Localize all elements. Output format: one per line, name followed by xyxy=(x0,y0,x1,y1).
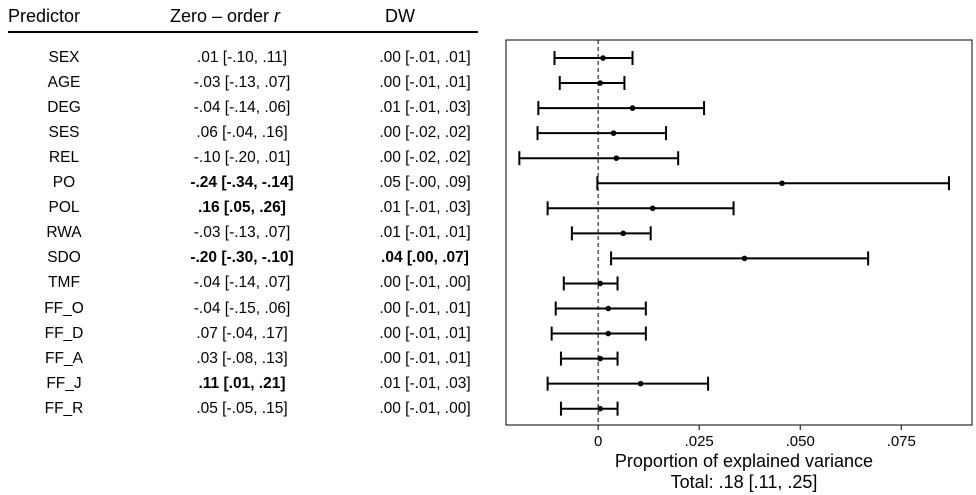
predictor-cell: DEG xyxy=(47,99,81,117)
x-axis-total-label: Total: .18 [.11, .25] xyxy=(671,472,818,492)
zero-order-cell: -.03 [-.13, .07] xyxy=(193,224,291,242)
dw-cell: .00 [-.01, .01] xyxy=(379,349,471,367)
zero-order-cell: .11 [.01, .21] xyxy=(198,374,286,392)
estimate-point xyxy=(649,205,656,212)
zero-order-cell: -.04 [-.14, .07] xyxy=(193,274,291,292)
dw-cell: .04 [.00, .07] xyxy=(381,249,469,267)
predictor-header: Predictor xyxy=(8,6,81,26)
x-tick-label: 0 xyxy=(594,433,602,450)
predictor-cell: FF_J xyxy=(46,374,82,392)
predictor-cell: PO xyxy=(52,174,76,192)
zero-order-cell: -.24 [-.34, -.14] xyxy=(190,174,294,192)
dw-cell: .01 [-.01, .03] xyxy=(379,374,471,392)
dw-cell: .00 [-.01, .00] xyxy=(379,274,471,292)
estimate-point xyxy=(610,130,617,136)
x-tick-label: .050 xyxy=(786,433,815,450)
dw-cell: .01 [-.01, .03] xyxy=(379,199,471,217)
estimate-point xyxy=(613,155,620,161)
predictor-cell: AGE xyxy=(47,74,81,92)
predictor-cell: SES xyxy=(48,124,80,142)
predictor-cell: FF_O xyxy=(44,299,84,317)
dw-cell: .01 [-.01, .03] xyxy=(379,99,471,117)
zero-order-header-text: Zero – order xyxy=(170,6,275,26)
x-tick-label: .075 xyxy=(887,433,916,450)
zero-order-cell: .03 [-.08, .13] xyxy=(196,349,288,367)
predictor-cell: RWA xyxy=(46,224,82,242)
dw-header: DW xyxy=(385,6,415,26)
zero-order-cell: -.03 [-.13, .07] xyxy=(193,74,291,92)
estimate-point xyxy=(605,330,612,337)
dw-cell: .00 [-.01, .01] xyxy=(379,49,471,66)
plot-frame xyxy=(505,39,973,426)
zero-order-header-r: r xyxy=(274,6,281,26)
x-tick-label: .025 xyxy=(685,433,714,450)
estimate-point xyxy=(629,105,636,111)
predictor-cell: SEX xyxy=(48,49,80,66)
estimate-point xyxy=(597,280,603,287)
zero-order-cell: .06 [-.04, .16] xyxy=(196,124,288,142)
zero-order-cell: -.10 [-.20, .01] xyxy=(193,149,291,167)
predictor-cell: REL xyxy=(48,149,80,167)
estimate-point xyxy=(741,255,748,262)
dw-cell: .01 [-.01, .01] xyxy=(379,224,471,242)
estimate-point xyxy=(597,355,603,362)
estimate-point xyxy=(637,380,644,387)
zero-order-cell: -.04 [-.15, .06] xyxy=(193,299,291,317)
x-axis-label: Proportion of explained variance xyxy=(615,451,873,471)
predictor-cell: FF_A xyxy=(45,349,83,367)
dw-cell: .00 [-.01, .00] xyxy=(379,399,471,417)
zero-order-cell: -.04 [-.14, .06] xyxy=(193,99,291,117)
predictor-cell: POL xyxy=(48,199,80,217)
zero-order-cell: .07 [-.04, .17] xyxy=(196,324,288,342)
estimate-point xyxy=(597,80,603,86)
predictor-cell: SDO xyxy=(47,249,81,267)
header-rule xyxy=(8,31,478,33)
zero-order-header: Zero – order r xyxy=(170,6,280,27)
dw-cell: .00 [-.01, .01] xyxy=(379,74,471,92)
predictor-cell: TMF xyxy=(48,274,80,292)
zero-order-cell: -.20 [-.30, -.10] xyxy=(190,249,294,267)
zero-order-cell: .05 [-.05, .15] xyxy=(196,399,288,417)
estimate-point xyxy=(620,230,627,237)
predictor-cell: FF_R xyxy=(44,399,84,417)
dw-cell: .00 [-.01, .01] xyxy=(379,324,471,342)
dw-cell: .05 [-.00, .09] xyxy=(379,174,471,192)
estimate-point xyxy=(605,305,612,312)
dw-cell: .00 [-.01, .01] xyxy=(379,299,471,317)
zero-order-cell: .01 [-.10, .11] xyxy=(196,49,288,66)
dw-cell: .00 [-.02, .02] xyxy=(379,149,471,167)
estimate-point xyxy=(779,180,785,187)
estimate-point xyxy=(597,405,603,412)
zero-order-cell: .16 [.05, .26] xyxy=(198,199,286,217)
dw-cell: .00 [-.02, .02] xyxy=(379,124,471,142)
estimate-point xyxy=(600,55,606,61)
predictor-cell: FF_D xyxy=(44,324,84,342)
